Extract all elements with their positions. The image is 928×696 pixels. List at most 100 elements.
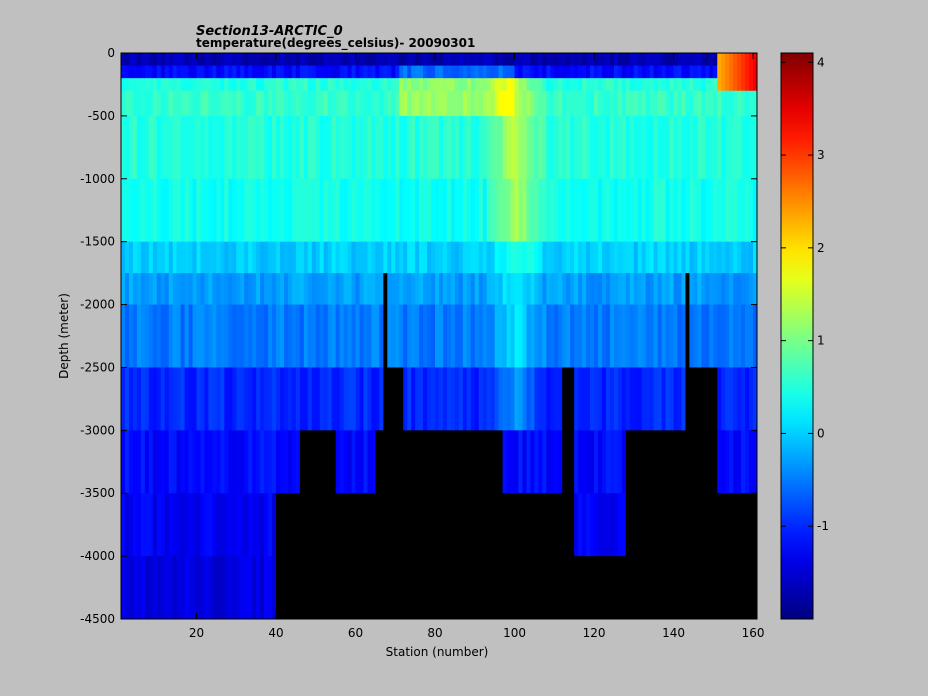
heatmap-cell [244,241,249,274]
heatmap-cell [466,241,472,274]
heatmap-cell [192,78,198,92]
heatmap-cell [466,65,472,79]
heatmap-cell [518,115,524,180]
heatmap-cell [391,65,396,79]
heatmap-cell [335,430,341,494]
y-tick-label: -500 [88,109,115,123]
heatmap-cell [578,115,583,180]
heatmap-cell [347,241,353,274]
seafloor-mask [427,430,432,619]
heatmap-cell [236,178,241,243]
heatmap-cell [753,367,757,431]
heatmap-cell [570,273,575,306]
heatmap-cell [295,241,301,274]
heatmap-cell [446,53,452,67]
heatmap-cell [558,273,563,306]
heatmap-cell [653,241,659,274]
heatmap-cell [733,178,738,243]
heatmap-cell [272,78,277,92]
heatmap-cell [506,241,512,274]
heatmap-cell [339,90,345,117]
heatmap-cell [574,53,579,67]
heatmap-cell [474,273,480,306]
heatmap-cell [693,273,698,306]
heatmap-cell [534,304,539,369]
heatmap-cell [244,65,249,79]
heatmap-cell [745,367,750,431]
heatmap-cell [598,493,603,557]
heatmap-cell [709,78,714,92]
heatmap-cell [657,115,663,180]
heatmap-cell [307,78,313,92]
heatmap-cell [371,53,376,67]
heatmap-cell [192,493,198,557]
heatmap-cell [395,53,400,67]
heatmap-cell [200,304,206,369]
heatmap-cell [383,65,388,79]
heatmap-cell [323,78,329,92]
heatmap-cell [538,273,543,306]
heatmap-cell [586,367,591,431]
heatmap-cell [327,90,333,117]
heatmap-cell [697,90,702,117]
heatmap-cell [633,78,639,92]
heatmap-cell [355,241,361,274]
heatmap-cell [478,90,484,117]
heatmap-cell [609,53,615,67]
heatmap-cell [220,78,225,92]
seafloor-mask [510,493,516,619]
heatmap-cell [657,65,663,79]
heatmap-cell [729,241,734,274]
heatmap-cell [152,556,158,619]
heatmap-cell [160,304,166,369]
seafloor-mask [661,430,667,619]
heatmap-cell [510,65,516,79]
heatmap-cell [721,90,726,117]
heatmap-cell [550,53,555,67]
heatmap-cell [355,430,361,494]
heatmap-cell [136,493,142,557]
heatmap-cell [649,178,655,243]
heatmap-cell [649,367,655,431]
heatmap-cell [248,273,253,306]
heatmap-cell [586,65,591,79]
heatmap-cell [721,273,726,306]
heatmap-cell [220,90,225,117]
seafloor-mask [709,367,714,619]
heatmap-cell [498,241,504,274]
heatmap-cell [347,65,353,79]
heatmap-cell [641,65,647,79]
heatmap-cell [212,367,217,431]
heatmap-cell [156,273,162,306]
heatmap-cell [212,556,217,619]
heatmap-cell [343,178,349,243]
heatmap-cell [486,115,492,180]
heatmap-cell [208,241,214,274]
heatmap-cell [705,78,710,92]
heatmap-cell [570,115,575,180]
heatmap-cell [184,178,190,243]
heatmap-cell [745,241,750,274]
heatmap-cell [327,65,333,79]
heatmap-cell [431,65,436,79]
heatmap-cell [311,178,317,243]
heatmap-cell [280,65,285,79]
heatmap-cell [152,65,158,79]
heatmap-cell [458,78,464,92]
heatmap-cell [375,78,380,92]
heatmap-cell [132,556,138,619]
heatmap-cell [538,367,543,431]
heatmap-cell [629,115,635,180]
seafloor-mask [383,273,388,619]
heatmap-cell [625,304,631,369]
heatmap-cell [331,53,337,67]
heatmap-cell [252,273,257,306]
heatmap-cell [454,78,460,92]
heatmap-cell [657,273,663,306]
heatmap-cell [530,90,535,117]
heatmap-cell [176,430,182,494]
heatmap-cell [685,178,691,243]
heatmap-cell [494,178,500,243]
heatmap-cell [168,241,174,274]
heatmap-cell [303,65,309,79]
